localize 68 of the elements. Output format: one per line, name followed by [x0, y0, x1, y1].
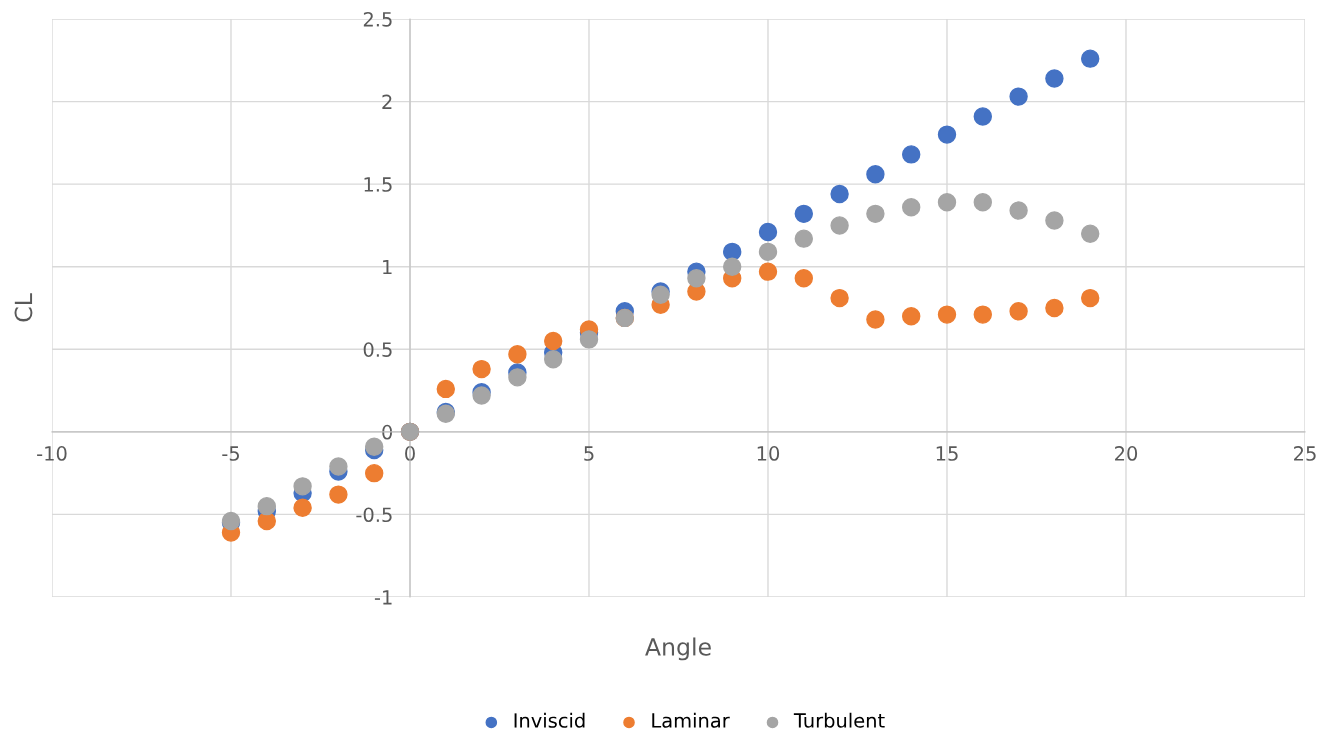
point	[722, 242, 742, 262]
y-tick-label: -0.5	[356, 507, 392, 523]
point	[329, 457, 348, 476]
y-tick-label: 1	[383, 259, 392, 275]
x-tick-label: -10	[37, 446, 67, 461]
point	[758, 242, 778, 262]
x-tick-label: 5	[584, 446, 594, 461]
point	[758, 262, 778, 281]
y-tick-label: 0.5	[363, 342, 392, 357]
point	[1009, 87, 1028, 106]
point	[794, 269, 814, 288]
point	[866, 310, 885, 329]
point	[687, 269, 706, 288]
point	[937, 125, 957, 144]
point	[1009, 302, 1028, 321]
point	[293, 477, 312, 496]
point	[1009, 201, 1028, 220]
x-tick-label: 10	[757, 446, 780, 461]
point	[794, 229, 814, 248]
legend-label: Inviscid	[514, 712, 585, 728]
point	[329, 485, 348, 504]
point	[579, 330, 599, 349]
y-tick-label: 2.5	[363, 11, 392, 27]
point	[257, 511, 277, 531]
x-tick-label: 0	[405, 446, 415, 461]
point	[293, 498, 312, 518]
point	[1080, 224, 1100, 243]
point	[973, 305, 993, 324]
point	[973, 107, 993, 126]
legend-label: Turbulent	[793, 712, 885, 728]
point	[1045, 298, 1064, 318]
point	[830, 288, 849, 308]
point	[436, 379, 456, 399]
x-tick-label: 15	[936, 446, 958, 461]
x-tick-label: 25	[1294, 446, 1316, 461]
x-axis-title: Angle	[645, 637, 711, 661]
point	[901, 145, 921, 164]
point	[364, 463, 384, 483]
point	[543, 349, 563, 369]
point	[1045, 69, 1064, 88]
point	[973, 193, 993, 212]
point	[508, 368, 527, 387]
y-tick-label: 0	[382, 424, 393, 440]
point	[1045, 211, 1064, 230]
y-tick-label: -1	[374, 590, 392, 605]
x-tick-label: -5	[222, 446, 239, 461]
y-tick-label: 1.5	[364, 177, 392, 192]
point	[794, 204, 814, 224]
point	[937, 305, 957, 324]
point	[866, 165, 885, 184]
point	[1080, 49, 1100, 68]
point	[508, 345, 527, 364]
point	[1080, 288, 1100, 308]
point	[257, 496, 277, 516]
legend-label: Laminar	[652, 712, 730, 728]
point	[866, 204, 885, 224]
point	[830, 184, 849, 204]
x-tick-label: 20	[1115, 446, 1138, 461]
point	[937, 193, 957, 212]
point	[722, 257, 742, 276]
point	[901, 198, 921, 217]
point	[472, 359, 491, 379]
y-tick-label: 2	[382, 94, 392, 109]
point	[901, 307, 921, 326]
point	[543, 331, 563, 351]
point	[758, 222, 778, 242]
y-axis-title: CL	[14, 293, 33, 322]
point	[830, 216, 849, 235]
